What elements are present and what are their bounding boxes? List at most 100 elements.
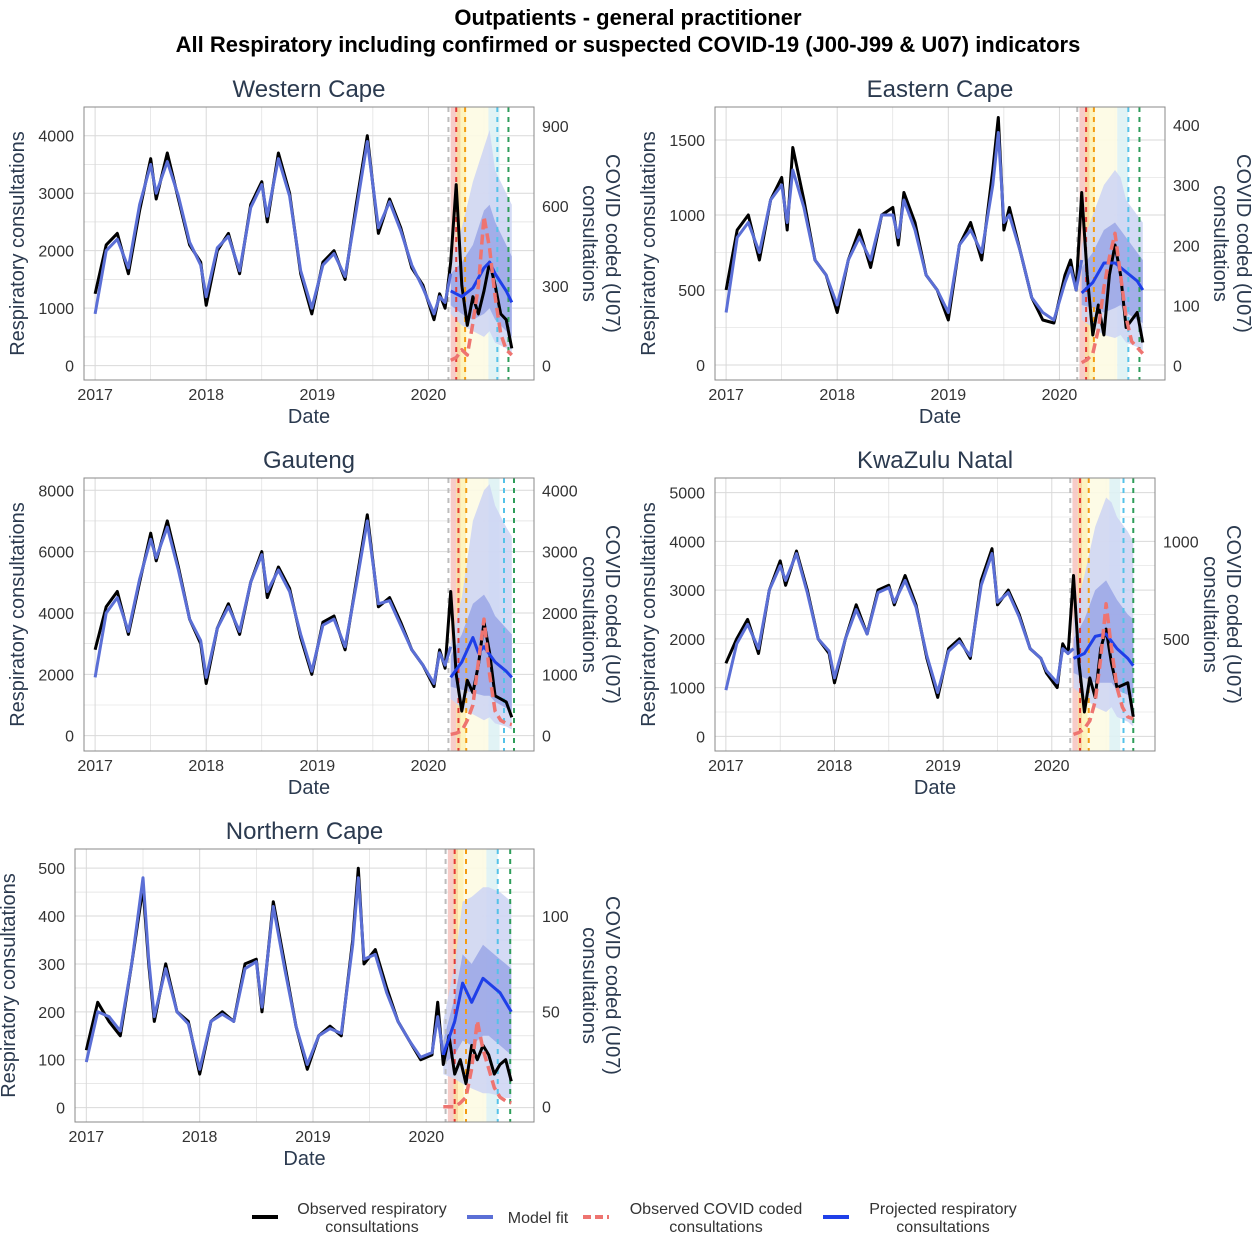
y-axis-title: Respiratory consultations <box>7 131 29 356</box>
x-axis-title: Date <box>283 1148 325 1170</box>
chart-title-block: Outpatients - general practitioner All R… <box>0 4 1256 58</box>
legend-label: consultations <box>325 1219 418 1236</box>
tick-labels: 2017 2018 2019 2020 0 100 200 300 400 500 0 50 100 <box>38 861 569 1146</box>
x-tick-label: 2020 <box>1042 387 1078 404</box>
y2-tick-label: 1000 <box>542 667 578 684</box>
panel-gauteng: 2017 2018 2019 2020 0 2000 4000 6000 8000 0 1000 20… <box>7 447 623 799</box>
y2-tick-label: 2000 <box>542 606 578 623</box>
y-tick-label: 0 <box>65 729 74 746</box>
x-tick-label: 2017 <box>77 758 113 775</box>
y2-tick-label: 600 <box>542 199 569 216</box>
tick-labels: 2017 2018 2019 2020 0 1000 2000 3000 4000 0 300 600… <box>38 119 568 404</box>
y2-axis-title-line: COVID coded (U07) <box>601 896 623 1075</box>
y2-axis-title-line: COVID coded (U07) <box>1232 154 1254 333</box>
y-tick-label: 2000 <box>38 667 74 684</box>
x-tick-label: 2017 <box>708 387 744 404</box>
x-tick-label: 2017 <box>708 758 744 775</box>
series-observed-covid <box>450 617 513 737</box>
y2-axis-title: COVID coded (U07)consultations <box>578 896 623 1075</box>
x-tick-label: 2017 <box>69 1129 105 1146</box>
x-tick-label: 2019 <box>925 758 961 775</box>
x-tick-label: 2020 <box>411 758 447 775</box>
tick-labels: 2017 2018 2019 2020 0 1000 2000 3000 4000 5000 500… <box>669 486 1198 775</box>
x-axis-title: Date <box>914 777 956 799</box>
y2-tick-label: 0 <box>542 729 551 746</box>
y2-tick-label: 900 <box>542 119 569 136</box>
plot-frame <box>714 106 1166 381</box>
y-axis-title: Respiratory consultations <box>638 502 660 727</box>
series-observed-covid <box>449 214 514 362</box>
plot-frame <box>83 477 535 752</box>
legend-label: Observed COVID coded <box>630 1201 803 1218</box>
y2-axis-title-line: COVID coded (U07) <box>1222 525 1244 704</box>
y2-tick-label: 0 <box>542 359 551 376</box>
x-tick-label: 2019 <box>931 387 967 404</box>
y-tick-label: 500 <box>678 283 705 300</box>
y2-axis-title-line: consultations <box>1199 556 1221 673</box>
plot-frame <box>83 106 535 381</box>
y2-axis-title: COVID coded (U07)consultations <box>1199 525 1244 704</box>
y2-tick-label: 4000 <box>542 483 578 500</box>
chart-title-line1: Outpatients - general practitioner <box>454 5 802 30</box>
y2-axis-title: COVID coded (U07)consultations <box>578 525 623 704</box>
y2-tick-label: 50 <box>542 1004 560 1021</box>
y2-axis-title-line: consultations <box>1209 185 1231 302</box>
panel-title: Gauteng <box>263 447 355 474</box>
y-tick-label: 500 <box>38 861 65 878</box>
y2-tick-label: 100 <box>1173 298 1200 315</box>
legend-label: consultations <box>896 1219 989 1236</box>
y-tick-label: 3000 <box>669 583 705 600</box>
plot-frame <box>74 848 535 1123</box>
y2-tick-label: 1000 <box>1163 534 1199 551</box>
series-observed-covid <box>443 1019 512 1109</box>
x-tick-label: 2018 <box>819 387 855 404</box>
y2-axis-title-line: COVID coded (U07) <box>601 525 623 704</box>
y-tick-label: 1000 <box>669 681 705 698</box>
x-tick-label: 2020 <box>409 1129 445 1146</box>
tick-labels: 2017 2018 2019 2020 0 2000 4000 6000 8000 0 1000 20… <box>38 483 577 775</box>
y2-axis-title-line: COVID coded (U07) <box>601 154 623 333</box>
x-tick-label: 2019 <box>300 387 336 404</box>
y2-axis-title-line: consultations <box>578 927 600 1044</box>
series-projected-respiratory <box>441 976 513 1056</box>
grid <box>84 478 534 751</box>
y-tick-label: 1000 <box>669 208 705 225</box>
phase-band <box>1079 107 1085 380</box>
x-axis-title: Date <box>919 406 961 428</box>
y2-tick-label: 400 <box>1173 118 1200 135</box>
chart-title-line2: All Respiratory including confirmed or s… <box>175 32 1081 57</box>
y-tick-label: 4000 <box>669 534 705 551</box>
y2-tick-label: 300 <box>542 279 569 296</box>
projection-band-inner <box>443 944 512 1065</box>
panel-northern-cape: 2017 2018 2019 2020 0 100 200 300 400 500 0 50 100 No… <box>0 818 623 1170</box>
panel-eastern-cape: 2017 2018 2019 2020 0 500 1000 1500 0 100 200 300 40… <box>638 76 1254 428</box>
series-observed-covid <box>1080 231 1145 365</box>
y-tick-label: 3000 <box>38 186 74 203</box>
x-axis-title: Date <box>288 777 330 799</box>
y2-tick-label: 0 <box>1173 359 1182 376</box>
y2-tick-label: 3000 <box>542 545 578 562</box>
y-tick-label: 300 <box>38 957 65 974</box>
legend-label: consultations <box>669 1219 762 1236</box>
y-tick-label: 0 <box>696 358 705 375</box>
y2-axis-title: COVID coded (U07)consultations <box>1209 154 1254 333</box>
x-axis-title: Date <box>288 406 330 428</box>
legend-label: Observed respiratory <box>297 1201 446 1218</box>
panel-title: Northern Cape <box>226 818 383 845</box>
y-tick-label: 2000 <box>38 244 74 261</box>
x-tick-label: 2018 <box>817 758 853 775</box>
y-axis-title: Respiratory consultations <box>638 131 660 356</box>
y2-tick-label: 500 <box>1163 632 1190 649</box>
legend-label: Model fit <box>508 1210 569 1227</box>
x-tick-label: 2018 <box>182 1129 218 1146</box>
panel-kwazulu-natal: 2017 2018 2019 2020 0 1000 2000 3000 4000 5000 500… <box>638 447 1244 799</box>
y2-tick-label: 100 <box>542 909 569 926</box>
y-tick-label: 4000 <box>38 606 74 623</box>
x-tick-label: 2019 <box>295 1129 331 1146</box>
series-model-fit <box>84 876 445 1071</box>
panel-title: Western Cape <box>233 76 386 103</box>
